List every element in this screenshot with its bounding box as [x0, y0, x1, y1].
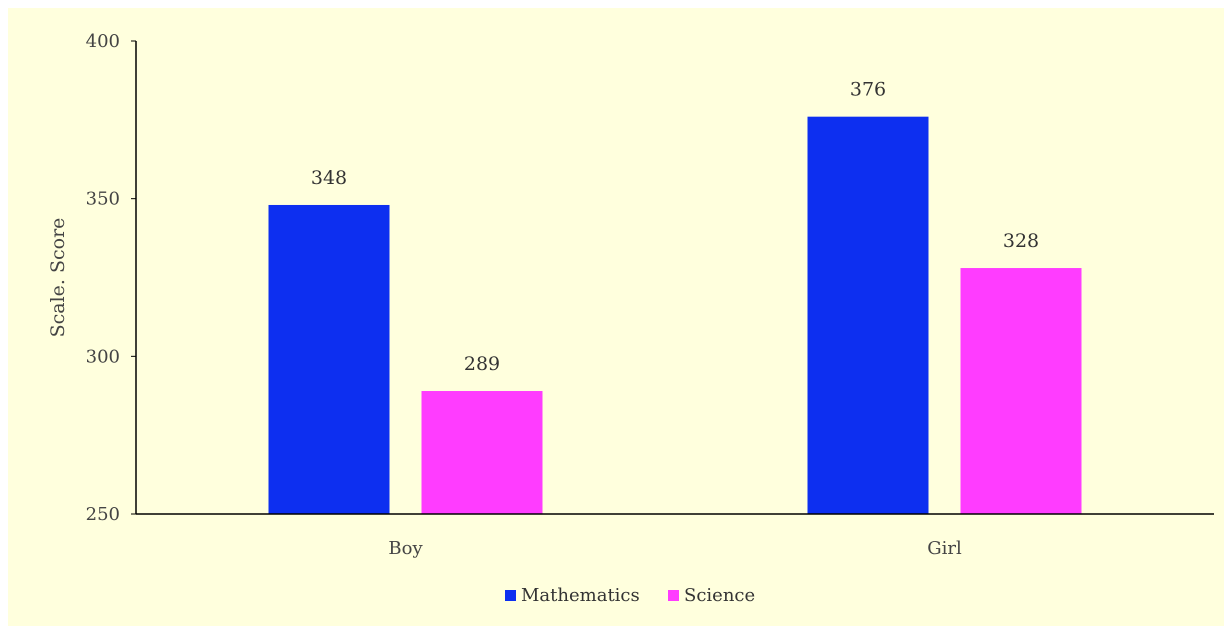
y-axis-title: Scale. Score: [47, 218, 69, 338]
legend-swatch-mathematics: [505, 590, 516, 601]
category-labels: Boy Girl: [388, 538, 962, 559]
y-tick-label: 400: [86, 31, 120, 52]
data-label: 348: [311, 167, 347, 189]
chart-area: Scale. Score 250 300 350 400 348 289 376 328 B…: [8, 8, 1224, 626]
legend-label-science: Science: [684, 585, 755, 606]
data-label: 328: [1003, 230, 1039, 252]
bars: [268, 116, 1082, 515]
y-tick-label: 300: [86, 346, 120, 367]
bar-science-girl: [960, 268, 1082, 514]
legend-swatch-science: [668, 590, 679, 601]
bar-science-boy: [421, 391, 543, 514]
y-tick-labels: 250 300 350 400: [86, 31, 136, 525]
bar-chart: Scale. Score 250 300 350 400 348 289 376 328 B…: [47, 31, 1214, 606]
category-label-boy: Boy: [388, 538, 423, 559]
data-label: 289: [464, 353, 500, 375]
data-label: 376: [850, 79, 886, 101]
data-labels: 348 289 376 328: [311, 79, 1039, 375]
category-label-girl: Girl: [927, 538, 962, 559]
legend: Mathematics Science: [505, 585, 755, 606]
legend-label-mathematics: Mathematics: [521, 585, 640, 606]
bar-mathematics-boy: [268, 204, 390, 514]
y-tick-label: 350: [86, 189, 120, 210]
y-tick-label: 250: [86, 504, 120, 525]
y-axis-title-group: Scale. Score: [47, 218, 69, 338]
bar-mathematics-girl: [807, 116, 929, 515]
